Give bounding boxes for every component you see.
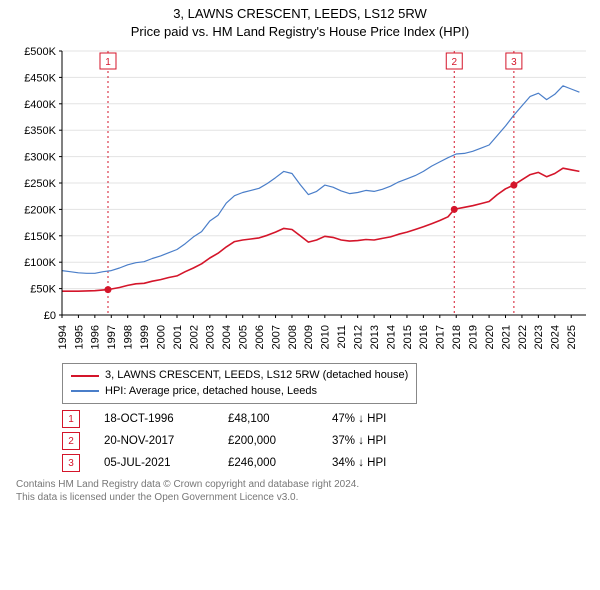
- svg-text:2006: 2006: [254, 325, 266, 349]
- marker-date: 20-NOV-2017: [104, 435, 204, 447]
- chart-container: 3, LAWNS CRESCENT, LEEDS, LS12 5RW Price…: [0, 0, 600, 590]
- legend-label-hpi: HPI: Average price, detached house, Leed…: [105, 384, 317, 399]
- legend-label-price-paid: 3, LAWNS CRESCENT, LEEDS, LS12 5RW (deta…: [105, 368, 408, 383]
- svg-text:2018: 2018: [451, 325, 463, 349]
- svg-text:£150K: £150K: [24, 231, 56, 243]
- svg-text:2020: 2020: [484, 325, 496, 349]
- svg-text:2022: 2022: [517, 325, 529, 349]
- svg-text:2021: 2021: [500, 325, 512, 349]
- svg-text:2002: 2002: [188, 325, 200, 349]
- marker-pct: 37% ↓ HPI: [332, 435, 412, 447]
- svg-text:2: 2: [451, 57, 457, 68]
- svg-text:2025: 2025: [566, 325, 578, 349]
- svg-text:£400K: £400K: [24, 99, 56, 111]
- marker-badge: 2: [62, 432, 80, 450]
- svg-text:2000: 2000: [155, 325, 167, 349]
- svg-text:1998: 1998: [123, 325, 135, 349]
- legend-item-hpi: HPI: Average price, detached house, Leed…: [71, 384, 408, 399]
- svg-text:£450K: £450K: [24, 73, 56, 85]
- svg-text:2007: 2007: [270, 325, 282, 349]
- marker-date: 05-JUL-2021: [104, 457, 204, 469]
- marker-badge: 3: [62, 454, 80, 472]
- svg-text:£350K: £350K: [24, 125, 56, 137]
- marker-row: 2 20-NOV-2017 £200,000 37% ↓ HPI: [62, 432, 592, 450]
- svg-text:2010: 2010: [320, 325, 332, 349]
- svg-text:2019: 2019: [468, 325, 480, 349]
- svg-text:2005: 2005: [238, 325, 250, 349]
- legend-item-price-paid: 3, LAWNS CRESCENT, LEEDS, LS12 5RW (deta…: [71, 368, 408, 383]
- footer-line1: Contains HM Land Registry data © Crown c…: [16, 478, 592, 491]
- legend-swatch-hpi: [71, 390, 99, 392]
- svg-text:£250K: £250K: [24, 178, 56, 190]
- svg-text:2017: 2017: [435, 325, 447, 349]
- svg-text:£0: £0: [44, 310, 56, 322]
- svg-text:1996: 1996: [90, 325, 102, 349]
- svg-text:£200K: £200K: [24, 205, 56, 217]
- legend: 3, LAWNS CRESCENT, LEEDS, LS12 5RW (deta…: [62, 363, 417, 404]
- svg-text:3: 3: [511, 57, 517, 68]
- marker-row: 3 05-JUL-2021 £246,000 34% ↓ HPI: [62, 454, 592, 472]
- svg-text:2016: 2016: [418, 325, 430, 349]
- marker-pct: 47% ↓ HPI: [332, 413, 412, 425]
- svg-text:2015: 2015: [402, 325, 414, 349]
- marker-price: £48,100: [228, 413, 308, 425]
- svg-text:2003: 2003: [205, 325, 217, 349]
- legend-swatch-price-paid: [71, 375, 99, 377]
- footer-note: Contains HM Land Registry data © Crown c…: [16, 478, 592, 504]
- svg-text:£100K: £100K: [24, 257, 56, 269]
- chart-svg: £0 £50K £100K £150K £200K £250K £300K £350K £400…: [8, 45, 592, 355]
- svg-text:2004: 2004: [221, 325, 233, 349]
- svg-text:£300K: £300K: [24, 152, 56, 164]
- chart-title-line1: 3, LAWNS CRESCENT, LEEDS, LS12 5RW: [8, 6, 592, 22]
- svg-text:2012: 2012: [353, 325, 365, 349]
- footer-line2: This data is licensed under the Open Gov…: [16, 491, 592, 504]
- marker-price: £200,000: [228, 435, 308, 447]
- chart-title-line2: Price paid vs. HM Land Registry's House …: [8, 24, 592, 39]
- marker-date: 18-OCT-1996: [104, 413, 204, 425]
- svg-text:£50K: £50K: [30, 284, 56, 296]
- svg-text:1994: 1994: [57, 325, 69, 349]
- svg-text:2008: 2008: [287, 325, 299, 349]
- marker-pct: 34% ↓ HPI: [332, 457, 412, 469]
- svg-text:£500K: £500K: [24, 46, 56, 58]
- marker-price: £246,000: [228, 457, 308, 469]
- svg-text:2011: 2011: [336, 325, 348, 349]
- svg-text:2014: 2014: [385, 325, 397, 349]
- svg-text:1995: 1995: [73, 325, 85, 349]
- svg-text:2013: 2013: [369, 325, 381, 349]
- marker-table: 1 18-OCT-1996 £48,100 47% ↓ HPI 2 20-NOV-2017…: [62, 410, 592, 472]
- svg-text:1999: 1999: [139, 325, 151, 349]
- marker-badge: 1: [62, 410, 80, 428]
- svg-text:2023: 2023: [533, 325, 545, 349]
- chart-plot: £0 £50K £100K £150K £200K £250K £300K £350K £400…: [8, 45, 592, 355]
- svg-text:1997: 1997: [106, 325, 118, 349]
- svg-text:1: 1: [105, 57, 111, 68]
- svg-text:2024: 2024: [550, 325, 562, 349]
- svg-text:2001: 2001: [172, 325, 184, 349]
- marker-row: 1 18-OCT-1996 £48,100 47% ↓ HPI: [62, 410, 592, 428]
- svg-text:2009: 2009: [303, 325, 315, 349]
